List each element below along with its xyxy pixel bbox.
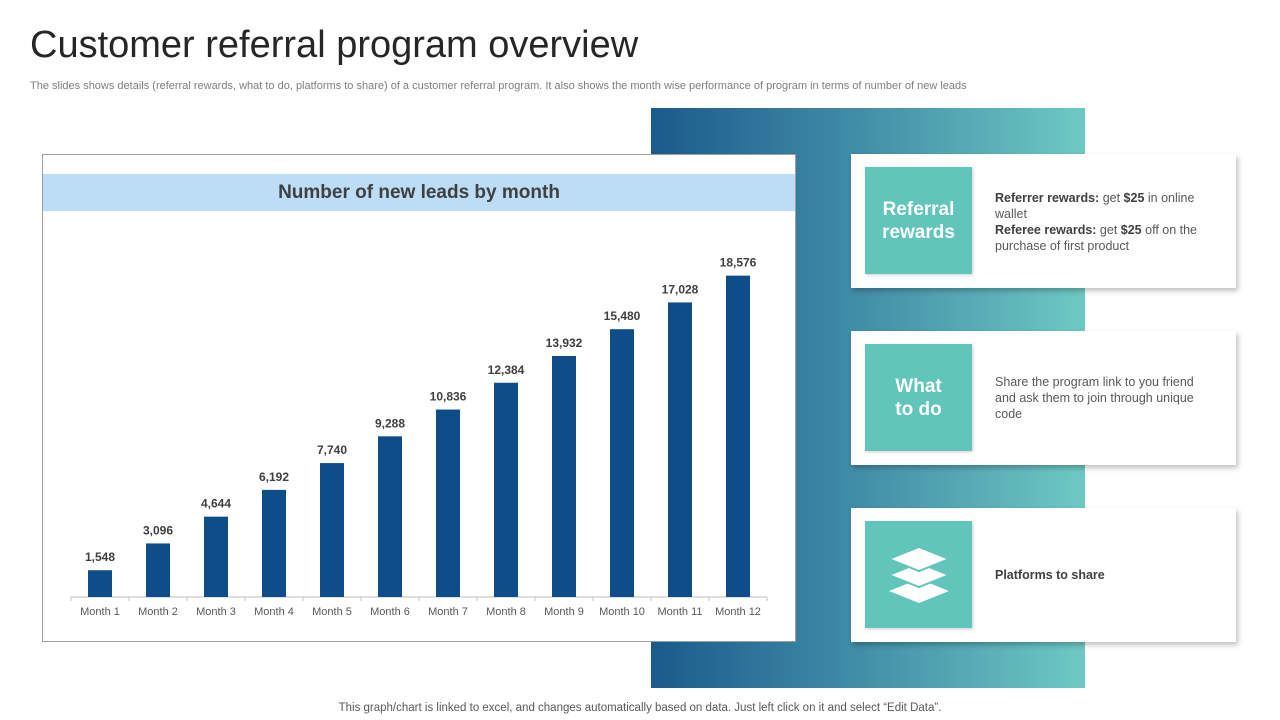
referee-amount: $25 bbox=[1120, 223, 1142, 237]
data-label: 7,740 bbox=[317, 443, 347, 457]
bar bbox=[146, 543, 170, 597]
tile-label-line2: to do bbox=[895, 398, 942, 420]
x-tick-label: Month 3 bbox=[196, 606, 236, 618]
data-label: 3,096 bbox=[143, 523, 173, 537]
x-tick-label: Month 2 bbox=[138, 606, 178, 618]
what-to-do-text: Share the program link to you friend and… bbox=[995, 375, 1194, 421]
data-label: 10,836 bbox=[430, 390, 467, 404]
referral-rewards-card: Referral rewards Referrer rewards: get $… bbox=[851, 154, 1236, 288]
x-tick-label: Month 1 bbox=[80, 606, 120, 618]
data-label: 12,384 bbox=[488, 363, 525, 377]
tile-label-line2: rewards bbox=[882, 221, 955, 243]
referral-rewards-tile: Referral rewards bbox=[865, 167, 972, 274]
chart-plot-area: 1,548 Month 1 3,096 Month 2 4,644 Month 3 6,19… bbox=[70, 256, 768, 618]
bar bbox=[552, 355, 576, 597]
data-label: 13,932 bbox=[546, 336, 583, 350]
referee-rewards-line: Referee rewards: get $25 off on the purc… bbox=[995, 223, 1198, 253]
page-title: Customer referral program overview bbox=[30, 24, 639, 66]
referral-rewards-text: Referrer rewards: get $25 in online wall… bbox=[995, 190, 1210, 254]
data-label: 15,480 bbox=[604, 309, 641, 323]
data-label: 6,192 bbox=[259, 470, 289, 484]
x-tick-label: Month 8 bbox=[486, 606, 526, 618]
what-to-do-tile: What to do bbox=[865, 344, 972, 451]
data-label: 1,548 bbox=[85, 550, 115, 564]
data-label: 4,644 bbox=[201, 497, 231, 511]
data-label: 9,288 bbox=[375, 416, 405, 430]
x-tick-label: Month 4 bbox=[254, 606, 294, 618]
bar bbox=[668, 302, 692, 597]
x-tick-label: Month 12 bbox=[715, 606, 761, 618]
bar bbox=[320, 463, 344, 597]
bar bbox=[494, 382, 518, 597]
x-tick-label: Month 7 bbox=[428, 606, 468, 618]
data-label: 17,028 bbox=[662, 282, 699, 296]
bar bbox=[610, 329, 634, 597]
bar bbox=[88, 570, 112, 597]
bar bbox=[204, 516, 228, 597]
referrer-rewards-line: Referrer rewards: get $25 in online wall… bbox=[995, 191, 1195, 221]
x-tick-label: Month 6 bbox=[370, 606, 410, 618]
tile-label-line1: Referral bbox=[882, 198, 955, 220]
page-subtitle: The slides shows details (referral rewar… bbox=[30, 80, 967, 92]
platforms-label: Platforms to share bbox=[995, 568, 1105, 582]
referrer-rewards-label: Referrer rewards: bbox=[995, 191, 1100, 205]
x-tick-label: Month 5 bbox=[312, 606, 352, 618]
x-tick-label: Month 9 bbox=[544, 606, 584, 618]
platforms-tile bbox=[865, 521, 972, 628]
tile-label-line1: What bbox=[895, 375, 942, 397]
x-tick-label: Month 10 bbox=[599, 606, 645, 618]
bar bbox=[378, 436, 402, 597]
bar bbox=[726, 275, 750, 597]
bar bbox=[436, 409, 460, 597]
referee-rewards-label: Referee rewards: bbox=[995, 223, 1097, 237]
layers-icon bbox=[886, 545, 951, 603]
x-tick-label: Month 11 bbox=[657, 606, 702, 618]
what-to-do-card: What to do Share the program link to you… bbox=[851, 331, 1236, 465]
referrer-amount: $25 bbox=[1123, 191, 1145, 205]
data-label: 18,576 bbox=[720, 256, 757, 270]
bar bbox=[262, 489, 286, 597]
platforms-card: Platforms to share bbox=[851, 508, 1236, 642]
chart-title: Number of new leads by month bbox=[43, 174, 795, 211]
leads-chart[interactable]: Number of new leads by month 1,548 Month … bbox=[42, 154, 796, 642]
footer-note: This graph/chart is linked to excel, and… bbox=[338, 702, 942, 714]
